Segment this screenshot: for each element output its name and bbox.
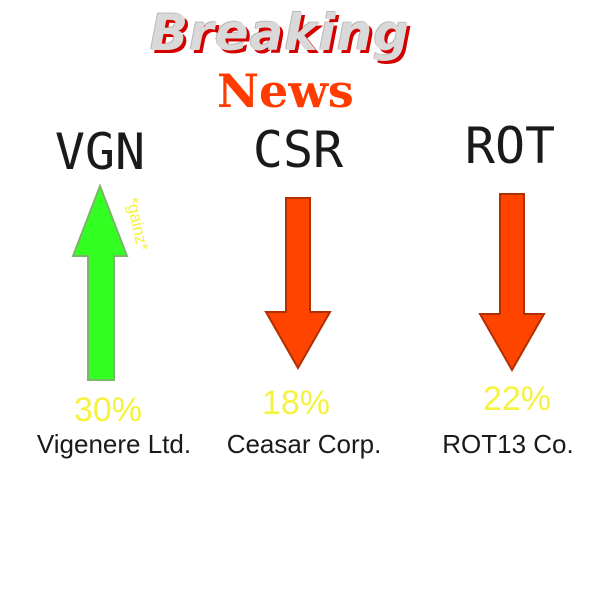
change-vgn: 30% xyxy=(73,391,143,429)
company-vgn: Vigenere Ltd. xyxy=(36,429,192,459)
arrow-down-shape xyxy=(478,193,546,373)
headline-news: News xyxy=(217,64,354,118)
arrow-down-shape xyxy=(264,197,332,371)
company-rot: ROT13 Co. xyxy=(442,429,574,459)
change-rot: 22% xyxy=(482,380,552,418)
arrow-up-icon xyxy=(71,184,129,381)
arrow-up-shape xyxy=(71,184,129,381)
company-csr: Ceasar Corp. xyxy=(226,429,382,459)
arrow-down-icon xyxy=(478,193,546,373)
ticker-vgn: VGN xyxy=(54,123,146,181)
change-csr: 18% xyxy=(261,384,331,422)
arrow-down-icon xyxy=(264,197,332,371)
ticker-csr: CSR xyxy=(252,121,344,179)
headline-breaking: Breaking xyxy=(150,4,411,62)
ticker-rot: ROT xyxy=(464,117,556,175)
